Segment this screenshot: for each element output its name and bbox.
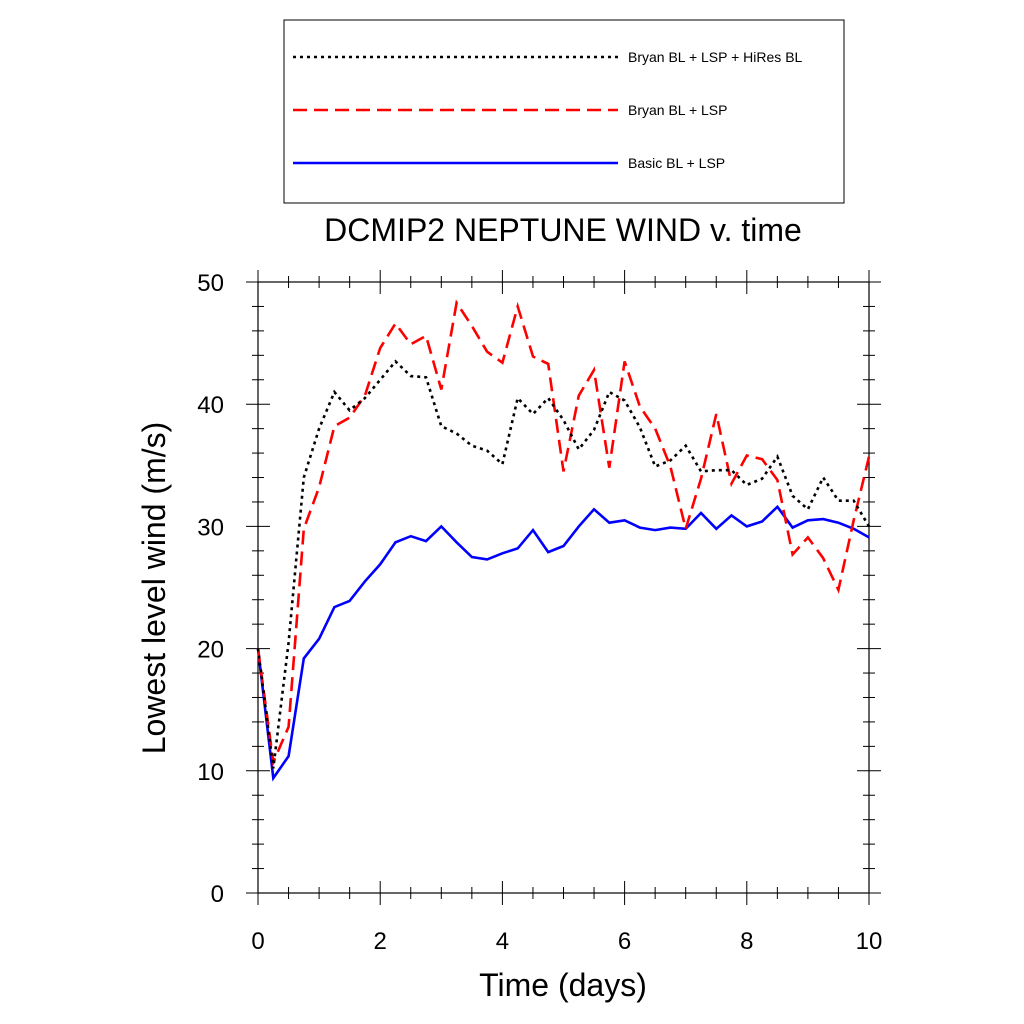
y-axis-label: Lowest level wind (m/s) (136, 422, 172, 755)
y-tick-label: 50 (197, 270, 224, 297)
series-line (256, 299, 871, 768)
series-line (256, 504, 870, 782)
y-tick-label: 0 (211, 881, 224, 908)
x-tick-label: 0 (251, 928, 264, 955)
x-tick-label: 8 (740, 928, 753, 955)
legend-label: Basic BL + LSP (628, 155, 725, 171)
x-tick-labels: 0 2 4 6 8 10 (251, 928, 882, 955)
x-tick-label: 4 (496, 928, 509, 955)
y-tick-label: 20 (197, 637, 224, 664)
x-axis-label: Time (days) (479, 967, 647, 1003)
x-tick-label: 6 (618, 928, 631, 955)
y-tick-labels: 0 10 20 30 40 50 (197, 270, 224, 908)
x-tick-label: 10 (856, 928, 883, 955)
chart-title: DCMIP2 NEPTUNE WIND v. time (324, 212, 802, 248)
x-tick-label: 2 (374, 928, 387, 955)
legend: Bryan BL + LSP + HiRes BL Bryan BL + LSP B… (283, 19, 845, 204)
legend-label: Bryan BL + LSP + HiRes BL (628, 49, 803, 65)
y-tick-label: 40 (197, 392, 224, 419)
y-tick-label: 30 (197, 514, 224, 541)
series-line (256, 359, 871, 769)
axis-ticks (246, 270, 881, 905)
legend-box (283, 19, 845, 204)
legend-label: Bryan BL + LSP (628, 102, 727, 118)
series-layer (256, 299, 871, 782)
legend-entries: Bryan BL + LSP + HiRes BL Bryan BL + LSP B… (293, 49, 803, 171)
y-tick-label: 10 (197, 759, 224, 786)
plot-frame (257, 281, 870, 894)
